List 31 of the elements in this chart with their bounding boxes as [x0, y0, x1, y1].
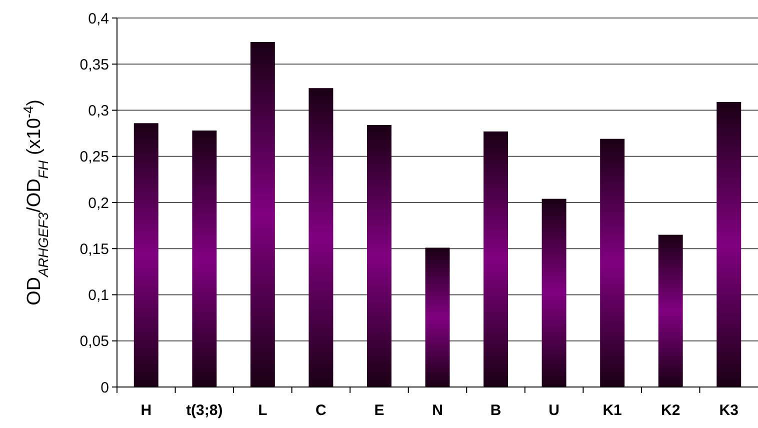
bar [192, 130, 217, 387]
y-tick-label: 0,4 [88, 10, 109, 28]
x-tick-label: B [490, 402, 502, 419]
x-tick-label: K3 [719, 402, 738, 419]
y-tick-label: 0,35 [80, 56, 109, 74]
bar [658, 234, 683, 387]
y-tick-label: 0,15 [80, 240, 109, 258]
y-tick-label: 0,3 [88, 102, 109, 120]
bar [716, 102, 742, 387]
x-tick-label: E [374, 402, 384, 419]
x-tick-label: K1 [602, 402, 622, 419]
x-tick-label: H [140, 402, 152, 419]
bar [600, 138, 625, 387]
x-tick-label: C [316, 402, 327, 419]
bar [134, 123, 158, 387]
bar [542, 198, 566, 387]
x-tick-label: t(3;8) [186, 402, 223, 419]
x-tick-label: K2 [660, 402, 680, 419]
y-tick-label: 0,2 [88, 194, 109, 212]
y-tick-label: 0 [100, 379, 109, 396]
bar [308, 88, 334, 387]
y-tick-label: 0,05 [80, 333, 109, 350]
bar [425, 248, 450, 387]
bar [484, 131, 508, 387]
x-tick-label: U [548, 402, 560, 419]
y-tick-label: 0,25 [80, 148, 109, 166]
bar [366, 125, 392, 387]
y-tick-label: 0,1 [88, 287, 109, 304]
x-tick-label: L [258, 402, 268, 419]
x-tick-label: N [432, 402, 443, 419]
bar [250, 42, 275, 387]
